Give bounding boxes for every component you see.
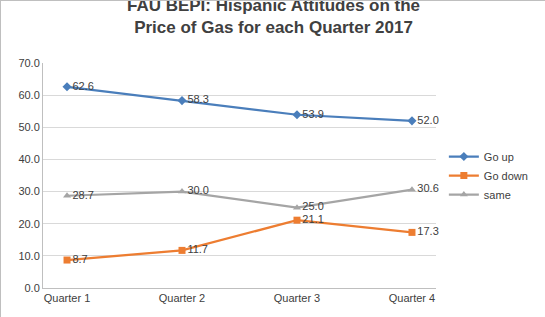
svg-text:Quarter 4: Quarter 4 (389, 292, 435, 304)
svg-text:21.1: 21.1 (302, 213, 323, 225)
svg-text:30.0: 30.0 (187, 184, 208, 196)
svg-text:Go down: Go down (484, 170, 528, 182)
svg-text:0.0: 0.0 (25, 282, 40, 294)
svg-text:58.3: 58.3 (187, 93, 208, 105)
svg-text:40.0: 40.0 (18, 153, 39, 165)
svg-text:10.0: 10.0 (18, 250, 39, 262)
svg-text:FAU BEPI: Hispanic Attitudes o: FAU BEPI: Hispanic Attitudes on thePrice… (127, 1, 420, 37)
svg-text:Go up: Go up (484, 151, 514, 163)
svg-text:62.6: 62.6 (72, 80, 93, 92)
svg-text:11.7: 11.7 (187, 243, 208, 255)
svg-text:53.9: 53.9 (302, 108, 323, 120)
svg-text:17.3: 17.3 (417, 225, 438, 237)
svg-text:50.0: 50.0 (18, 121, 39, 133)
svg-text:Quarter 1: Quarter 1 (44, 292, 90, 304)
svg-text:30.0: 30.0 (18, 185, 39, 197)
svg-text:60.0: 60.0 (18, 89, 39, 101)
svg-text:52.0: 52.0 (417, 114, 438, 126)
svg-text:same: same (484, 189, 511, 201)
svg-text:30.6: 30.6 (417, 182, 438, 194)
svg-text:Quarter 2: Quarter 2 (159, 292, 205, 304)
svg-text:28.7: 28.7 (72, 189, 93, 201)
svg-text:70.0: 70.0 (18, 57, 39, 69)
svg-text:8.7: 8.7 (72, 253, 87, 265)
svg-text:Quarter 3: Quarter 3 (274, 292, 320, 304)
svg-text:25.0: 25.0 (302, 200, 323, 212)
svg-text:20.0: 20.0 (18, 218, 39, 230)
